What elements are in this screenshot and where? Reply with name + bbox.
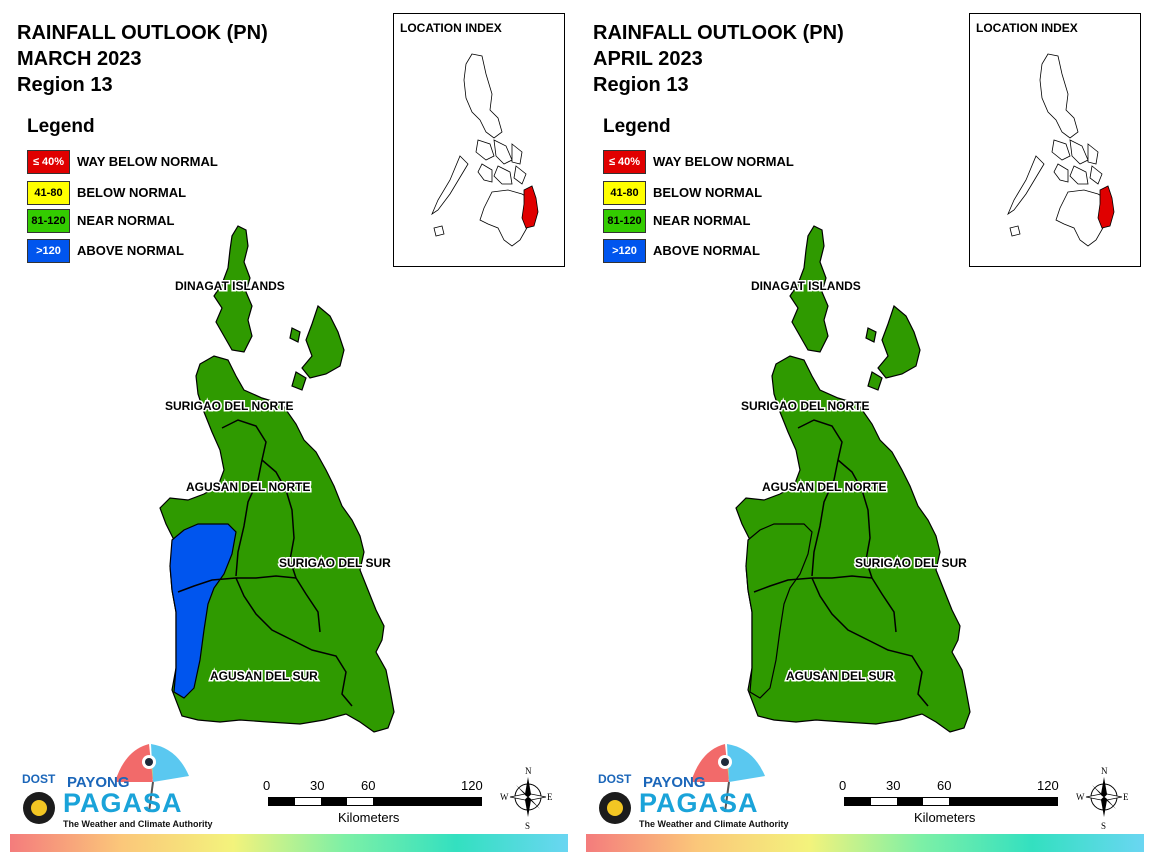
title-line-3: Region 13	[17, 74, 113, 96]
above-normal-zone	[169, 523, 237, 699]
province-label-agusan-del-norte: AGUSAN DEL NORTE	[186, 480, 310, 494]
legend-swatch: >120	[603, 239, 646, 263]
compass-e: E	[547, 792, 553, 802]
umbrella-icon	[599, 744, 765, 824]
above-normal-zone	[745, 523, 813, 699]
title-line-1: RAINFALL OUTLOOK (PN)	[17, 22, 268, 44]
payong-pagasa-logo: DOST PAYONG PAGASA The Weather and Clima…	[593, 740, 789, 832]
legend-title: Legend	[27, 116, 95, 137]
legend-label: BELOW NORMAL	[653, 185, 763, 200]
legend-label: NEAR NORMAL	[653, 213, 751, 228]
scale-bar-segments	[844, 797, 1058, 806]
logo-tagline: The Weather and Climate Authority	[63, 819, 213, 829]
scale-tick: 30	[886, 778, 901, 793]
legend-title: Legend	[603, 116, 671, 137]
logo-pagasa: PAGASA	[639, 788, 759, 818]
payong-pagasa-logo: DOST PAYONG PAGASA The Weather and Clima…	[17, 740, 213, 832]
province-label-agusan-del-sur: AGUSAN DEL SUR	[786, 669, 894, 683]
region-13-map: DINAGAT ISLANDS SURIGAO DEL NORTE AGUSAN…	[735, 225, 971, 733]
legend-label: ABOVE NORMAL	[653, 243, 760, 258]
title-line-2: MARCH 2023	[17, 48, 142, 70]
footer-gradient-bar	[586, 834, 1144, 852]
compass-s: S	[525, 821, 530, 830]
scale-tick: 60	[361, 778, 376, 793]
scale-bar-segments	[268, 797, 482, 806]
philippines-outline-map	[1007, 53, 1115, 247]
location-index-inset: LOCATION INDEX	[969, 13, 1141, 267]
outlook-panel-march: RAINFALL OUTLOOK (PN) MARCH 2023 Region …	[10, 13, 568, 852]
scale-bar: 0 30 60 120 Kilometers	[258, 778, 498, 838]
legend-label: WAY BELOW NORMAL	[77, 154, 218, 169]
scale-tick: 0	[839, 778, 847, 793]
legend-label: ABOVE NORMAL	[77, 243, 184, 258]
legend-swatch: ≤ 40%	[603, 150, 646, 174]
philippines-outline-map	[431, 53, 539, 247]
map-title: RAINFALL OUTLOOK (PN) MARCH 2023 Region …	[17, 20, 268, 98]
scale-tick: 60	[937, 778, 952, 793]
compass-s: S	[1101, 821, 1106, 830]
legend-swatch: 81-120	[27, 209, 70, 233]
scale-tick: 120	[461, 778, 483, 793]
footer-gradient-bar	[10, 834, 568, 852]
inset-title: LOCATION INDEX	[976, 21, 1078, 35]
title-line-1: RAINFALL OUTLOOK (PN)	[593, 22, 844, 44]
legend-swatch: 41-80	[603, 181, 646, 205]
province-label-surigao-del-norte: SURIGAO DEL NORTE	[165, 399, 293, 413]
north-arrow-compass-icon: N E S W	[1076, 766, 1132, 831]
province-label-agusan-del-norte: AGUSAN DEL NORTE	[762, 480, 886, 494]
location-index-inset: LOCATION INDEX	[393, 13, 565, 267]
siargao-island-shape	[877, 304, 921, 379]
inset-title: LOCATION INDEX	[400, 21, 502, 35]
logo-dost: DOST	[598, 772, 632, 786]
province-label-dinagat-islands: DINAGAT ISLANDS	[175, 279, 285, 293]
outlook-panel-april: RAINFALL OUTLOOK (PN) APRIL 2023 Region …	[576, 0, 1152, 864]
province-label-surigao-del-sur: SURIGAO DEL SUR	[279, 556, 391, 570]
legend-swatch: >120	[27, 239, 70, 263]
legend-swatch: 81-120	[603, 209, 646, 233]
logo-payong: PAYONG	[67, 774, 130, 791]
legend-label: WAY BELOW NORMAL	[653, 154, 794, 169]
scale-tick: 120	[1037, 778, 1059, 793]
province-label-agusan-del-sur: AGUSAN DEL SUR	[210, 669, 318, 683]
umbrella-icon	[23, 744, 189, 824]
caraga-mainland-shape	[159, 355, 395, 733]
legend-swatch: 41-80	[27, 181, 70, 205]
scale-unit: Kilometers	[914, 810, 976, 825]
title-line-2: APRIL 2023	[593, 48, 703, 70]
legend-label: NEAR NORMAL	[77, 213, 175, 228]
compass-w: W	[500, 792, 509, 802]
compass-n: N	[525, 766, 532, 776]
province-boundaries	[177, 419, 353, 707]
logo-payong: PAYONG	[643, 774, 706, 791]
compass-w: W	[1076, 792, 1085, 802]
logo-pagasa: PAGASA	[63, 788, 183, 818]
scale-unit: Kilometers	[338, 810, 400, 825]
legend-label: BELOW NORMAL	[77, 185, 187, 200]
logo-tagline: The Weather and Climate Authority	[639, 819, 789, 829]
north-arrow-compass-icon: N E S W	[500, 766, 556, 831]
compass-n: N	[1101, 766, 1108, 776]
legend-swatch: ≤ 40%	[27, 150, 70, 174]
region-13-highlight	[1097, 185, 1115, 229]
title-line-3: Region 13	[593, 74, 689, 96]
scale-tick: 30	[310, 778, 325, 793]
siargao-island-shape	[301, 304, 345, 379]
map-title: RAINFALL OUTLOOK (PN) APRIL 2023 Region …	[593, 20, 844, 98]
province-boundaries	[753, 419, 929, 707]
region-13-map: DINAGAT ISLANDS SURIGAO DEL NORTE AGUSAN…	[159, 225, 395, 733]
province-label-surigao-del-sur: SURIGAO DEL SUR	[855, 556, 967, 570]
province-label-dinagat-islands: DINAGAT ISLANDS	[751, 279, 861, 293]
region-13-highlight	[521, 185, 539, 229]
dinagat-islands-shape	[789, 225, 829, 353]
compass-e: E	[1123, 792, 1129, 802]
dinagat-islands-shape	[213, 225, 253, 353]
scale-bar: 0 30 60 120 Kilometers	[834, 778, 1074, 838]
scale-tick: 0	[263, 778, 271, 793]
logo-dost: DOST	[22, 772, 56, 786]
caraga-mainland-shape	[735, 355, 971, 733]
province-label-surigao-del-norte: SURIGAO DEL NORTE	[741, 399, 869, 413]
